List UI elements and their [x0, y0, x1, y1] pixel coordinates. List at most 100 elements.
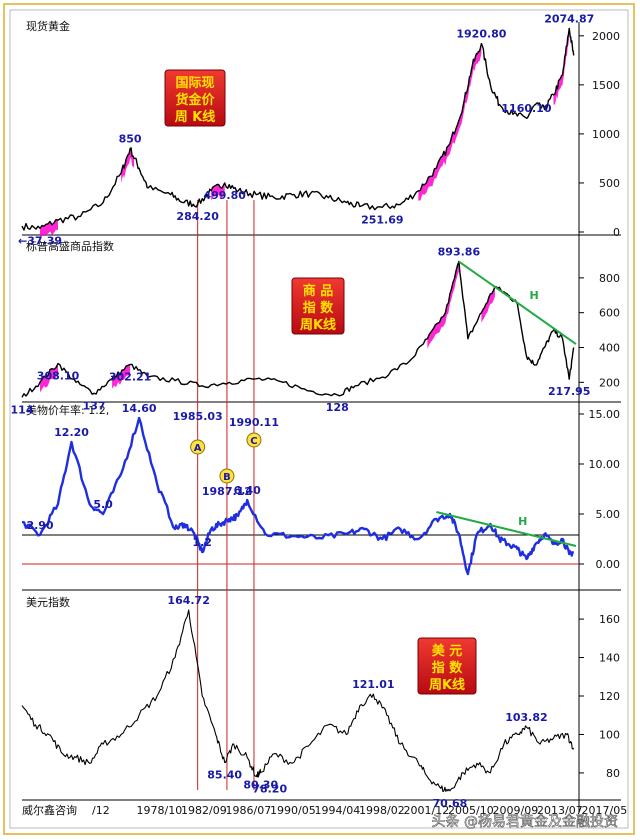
date-marker-letter: A — [194, 443, 202, 454]
date-marker-letter: C — [250, 436, 257, 447]
data-label: 302.21 — [109, 371, 151, 384]
y-tick-label: 200 — [599, 376, 620, 389]
data-label: 1160.10 — [501, 102, 551, 115]
data-label: 121.01 — [352, 678, 394, 691]
data-label: 217.95 — [548, 385, 590, 398]
y-tick-label: 1000 — [592, 128, 620, 141]
watermark: 头条 @杨易君黄金及金融投资 — [432, 813, 618, 830]
trendline-label: H — [529, 289, 538, 302]
y-tick-label: 0 — [613, 226, 620, 239]
data-label: 70.68 — [432, 797, 467, 810]
y-tick-label: 10.00 — [589, 458, 621, 471]
usd-badge-line-3: 周K线 — [429, 677, 465, 693]
data-label: 128 — [326, 401, 349, 414]
series-lines — [21, 27, 575, 793]
y-tick-label: 160 — [599, 613, 620, 626]
x-axis-label: /12 — [92, 804, 110, 817]
y-tick-label: 80 — [606, 767, 620, 780]
data-label: 893.86 — [438, 246, 481, 259]
gold-badge-line-2: 货金价 — [175, 92, 215, 108]
date-marker-circle — [219, 468, 235, 484]
gold-badge-line-1: 国际现 — [175, 76, 214, 91]
date-markers: 1985.03 A 1987.12 B 1990.11 C — [173, 410, 279, 498]
y-tick-label: 120 — [599, 690, 620, 703]
data-label: 2074.87 — [544, 12, 594, 25]
data-label: 137 — [83, 399, 106, 412]
data-label: 12.20 — [54, 426, 89, 439]
y-tick-label: 140 — [599, 652, 620, 665]
usd-badge: 美 元 指 数 周K线 — [417, 637, 477, 695]
series-line — [21, 609, 575, 793]
y-tick-label: 1500 — [592, 79, 620, 92]
data-label: 499.80 — [203, 189, 246, 202]
data-label: 80.30 — [243, 778, 278, 791]
y-tick-label: 800 — [599, 272, 620, 285]
inner-frame — [9, 9, 629, 829]
data-label: 164.72 — [167, 594, 209, 607]
date-marker-circle — [190, 439, 206, 455]
data-label: 114 — [11, 403, 34, 416]
series-line — [21, 260, 575, 398]
gold-panel-title: 现货黄金 — [26, 19, 70, 33]
x-axis-label: 1998/02 — [359, 804, 405, 817]
trendlines: HH — [436, 260, 577, 547]
highlight-fill — [121, 147, 135, 184]
commodity-badge: 商 品 指 数 周K线 — [291, 277, 345, 335]
date-label: 1987.12 — [202, 485, 252, 498]
x-axis-label: 2005/10 — [448, 804, 494, 817]
commodity-badge-line-1: 商 品 — [303, 283, 334, 299]
trendline — [458, 260, 577, 345]
usd-badge-line-2: 指 数 — [432, 660, 464, 676]
trendline — [436, 511, 577, 547]
x-axis-label: 2009/09 — [493, 804, 539, 817]
highlight-fill — [211, 183, 225, 201]
data-label: 14.60 — [122, 402, 157, 415]
outer-frame — [3, 3, 635, 835]
highlight-fill — [553, 28, 570, 105]
marker-vertical-lines — [197, 200, 255, 790]
date-marker-letter: B — [223, 472, 231, 483]
commodity-badge-line-3: 周K线 — [300, 317, 336, 333]
data-label: 103.82 — [505, 711, 547, 724]
date-label: 1990.11 — [229, 416, 279, 429]
data-label: 1.2 — [192, 536, 212, 549]
data-label: 6.40 — [234, 484, 261, 497]
data-label: 2.90 — [26, 519, 53, 532]
cpi-panel-title: 美物价年率: 1.2, — [26, 403, 109, 417]
y-tick-label: 100 — [599, 728, 620, 741]
gold-badge-line-3: 周 K线 — [175, 109, 216, 125]
y-tick-label: 5.00 — [596, 508, 621, 521]
x-axis-label: 1982/09 — [181, 804, 227, 817]
x-axis-label: 1994/04 — [315, 804, 361, 817]
data-label: 85.40 — [207, 769, 242, 782]
x-axis-label: 1986/07 — [226, 804, 272, 817]
data-label: 5.0 — [93, 498, 113, 511]
usd-panel-title: 美元指数 — [26, 595, 70, 609]
data-label: 284.20 — [176, 210, 219, 223]
series-line — [21, 416, 575, 576]
x-axis-label: 2017/05 — [582, 804, 628, 817]
highlight-fill — [40, 363, 58, 393]
data-label: 850 — [119, 133, 142, 146]
date-marker-circle — [246, 432, 262, 448]
x-axis-label: 2001/12 — [404, 804, 450, 817]
gold-badge: 国际现 货金价 周 K线 — [164, 69, 226, 127]
trendline-label: H — [518, 515, 527, 528]
date-label: 1985.03 — [173, 410, 223, 423]
y-tick-label: 400 — [599, 342, 620, 355]
data-label: ←37.39 — [18, 234, 62, 247]
data-label: 308.10 — [37, 370, 80, 383]
y-tick-label: 600 — [599, 307, 620, 320]
x-axis-label: 1990/05 — [270, 804, 316, 817]
y-tick-label: 500 — [599, 177, 620, 190]
commodity-panel-title: 标普高盛商品指数 — [26, 239, 114, 253]
highlight-fill — [481, 286, 495, 323]
y-tick-label: 0.00 — [596, 558, 621, 571]
data-labels: 850 499.80 284.20 251.69 1920.80 2074.87 1160.… — [11, 12, 595, 809]
x-axis-labels: /12 1978/101982/091986/071990/051994/0419… — [92, 804, 627, 817]
data-label: 1920.80 — [456, 28, 506, 41]
highlight-fill — [112, 364, 131, 389]
series-line — [21, 27, 575, 231]
data-label: 78.20 — [252, 782, 287, 795]
